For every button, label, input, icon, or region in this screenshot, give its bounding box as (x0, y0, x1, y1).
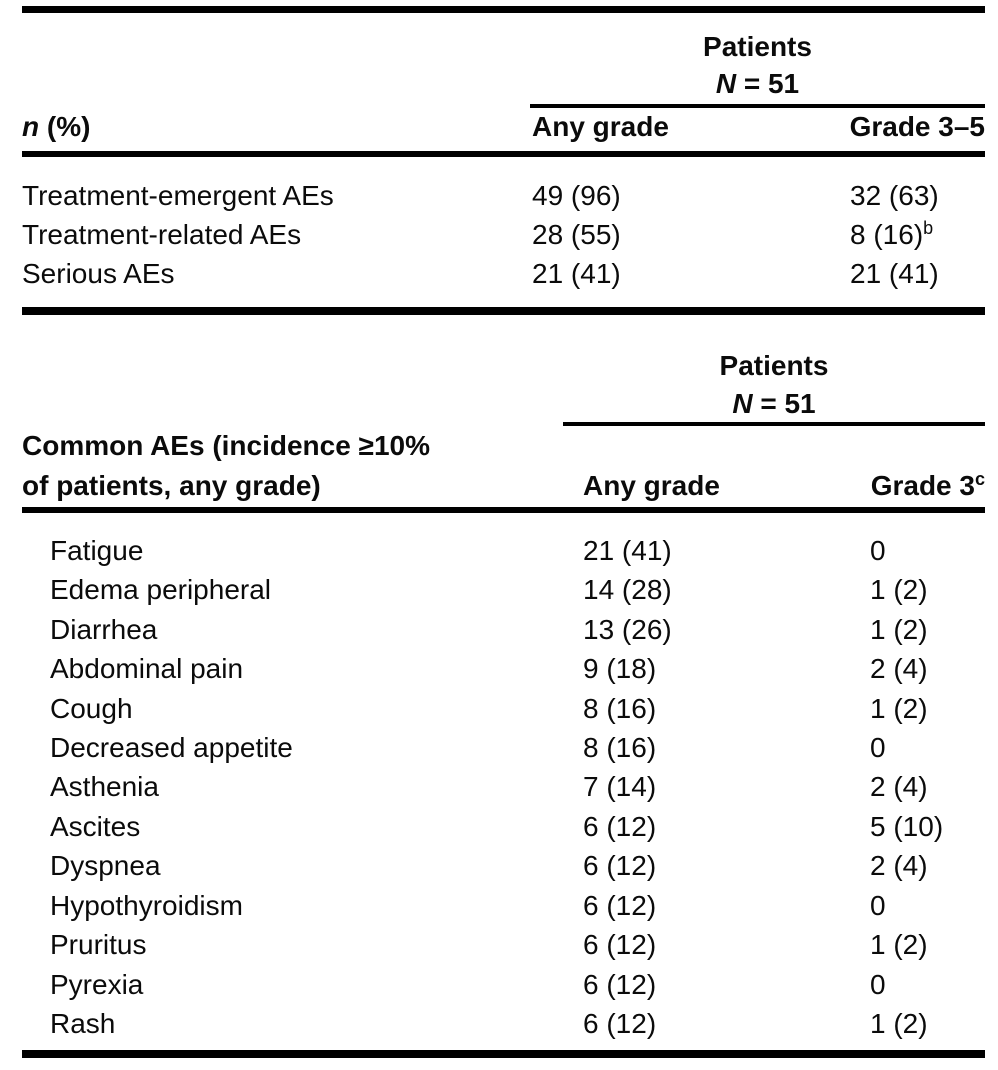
ae-label: Abdominal pain (50, 653, 244, 684)
ae-label: Decreased appetite (50, 732, 293, 763)
table-row: Pyrexia 6 (12) 0 (0, 969, 998, 1001)
table1-header-rule (22, 151, 985, 157)
n-percent-italic: n (22, 111, 40, 142)
any-grade-value: 21 (41) (583, 535, 672, 566)
any-grade-value: 8 (16) (583, 732, 657, 763)
any-grade-value: 21 (41) (532, 258, 621, 289)
patients-label: Patients (719, 350, 829, 381)
any-grade-value: 14 (28) (583, 574, 672, 605)
table1-patients-header: Patients (530, 32, 985, 62)
table2-bottom-rule (22, 1050, 985, 1058)
any-grade-value: 6 (12) (583, 969, 657, 1000)
grade-3-value: 0 (870, 535, 886, 566)
any-grade-value: 9 (18) (583, 653, 657, 684)
ae-label: Cough (50, 693, 133, 724)
grade-3-value: 1 (2) (870, 1008, 928, 1039)
grade-3-5-value: 32 (63) (850, 180, 939, 211)
table2-header-rule (22, 507, 985, 513)
any-grade-value: 7 (14) (583, 771, 657, 802)
footnote-marker: c (974, 469, 985, 490)
any-grade-value: 49 (96) (532, 180, 621, 211)
grade-3-value: 0 (870, 969, 886, 1000)
ae-label: Serious AEs (22, 258, 175, 289)
any-grade-value: 6 (12) (583, 1008, 657, 1039)
n-value: = 51 (736, 68, 800, 99)
table-row: Decreased appetite 8 (16) 0 (0, 732, 998, 764)
table2-col-grade-3: Grade 3c (870, 469, 985, 501)
any-grade-value: 6 (12) (583, 850, 657, 881)
n-symbol: N (732, 388, 753, 419)
table1-spanner-rule (530, 104, 985, 108)
grade-3-5-value: 8 (16)b (850, 218, 934, 250)
table-row: Treatment-emergent AEs 49 (96) 32 (63) (0, 180, 998, 212)
any-grade-value: 6 (12) (583, 890, 657, 921)
n-percent-rest: (%) (39, 111, 91, 142)
table-separator-rule (22, 307, 985, 315)
table-row: Hypothyroidism 6 (12) 0 (0, 890, 998, 922)
any-grade-value: 6 (12) (583, 929, 657, 960)
grade-3-value: 1 (2) (870, 614, 928, 645)
grade-3-value: 0 (870, 732, 886, 763)
table2-spanner-rule (563, 422, 985, 426)
table-row: Asthenia 7 (14) 2 (4) (0, 771, 998, 803)
table-row: Treatment-related AEs 28 (55) 8 (16)b (0, 218, 998, 251)
patients-label: Patients (703, 31, 812, 62)
grade-3-value: 2 (4) (870, 771, 928, 802)
table-row: Pruritus 6 (12) 1 (2) (0, 929, 998, 961)
footnote-marker: b (923, 218, 934, 239)
ae-label: Ascites (50, 811, 141, 842)
table-row: Diarrhea 13 (26) 1 (2) (0, 614, 998, 646)
grade-3-value: 2 (4) (870, 653, 928, 684)
grade-3-value: 5 (10) (870, 811, 944, 842)
grade-3-value: 1 (2) (870, 929, 928, 960)
grade-3-value: 0 (870, 890, 886, 921)
ae-label: Rash (50, 1008, 116, 1039)
any-grade-value: 13 (26) (583, 614, 672, 645)
table2-row-header-line2: of patients, any grade) (22, 470, 321, 501)
ae-label: Asthenia (50, 771, 159, 802)
table-row: Ascites 6 (12) 5 (10) (0, 811, 998, 843)
grade-3-5-value: 21 (41) (850, 258, 939, 289)
table1-col-grade-3-5: Grade 3–5 (849, 111, 985, 142)
table-row: Rash 6 (12) 1 (2) (0, 1008, 998, 1040)
table1-n-header: N = 51 (530, 69, 985, 99)
table1-col-any-grade: Any grade (532, 111, 669, 142)
ae-label: Fatigue (50, 535, 144, 566)
grade-3-value: 2 (4) (870, 850, 928, 881)
table-row: Abdominal pain 9 (18) 2 (4) (0, 653, 998, 685)
table-row: Cough 8 (16) 1 (2) (0, 693, 998, 725)
table1-top-rule (22, 6, 985, 13)
n-symbol: N (715, 68, 737, 99)
ae-label: Edema peripheral (50, 574, 272, 605)
any-grade-value: 6 (12) (583, 811, 657, 842)
ae-label: Treatment-emergent AEs (22, 180, 334, 211)
table2-n-header: N = 51 (563, 389, 985, 419)
ae-label: Hypothyroidism (50, 890, 243, 921)
ae-label: Diarrhea (50, 614, 158, 645)
ae-label: Pruritus (50, 929, 147, 960)
n-value: = 51 (752, 388, 816, 419)
table-row: Fatigue 21 (41) 0 (0, 535, 998, 567)
table-row: Edema peripheral 14 (28) 1 (2) (0, 574, 998, 606)
table2-patients-header: Patients (563, 351, 985, 381)
ae-label: Treatment-related AEs (22, 219, 302, 250)
ae-label: Dyspnea (50, 850, 161, 881)
table-row: Serious AEs 21 (41) 21 (41) (0, 258, 998, 290)
any-grade-value: 8 (16) (583, 693, 657, 724)
table2-row-header-line1: Common AEs (incidence ≥10% (22, 430, 430, 461)
table-row: Dyspnea 6 (12) 2 (4) (0, 850, 998, 882)
grade-3-value: 1 (2) (870, 574, 928, 605)
any-grade-value: 28 (55) (532, 219, 621, 250)
ae-label: Pyrexia (50, 969, 144, 1000)
grade-3-value: 1 (2) (870, 693, 928, 724)
table2-col-any-grade: Any grade (583, 470, 720, 501)
table1-row-header: n (%) (22, 112, 90, 142)
